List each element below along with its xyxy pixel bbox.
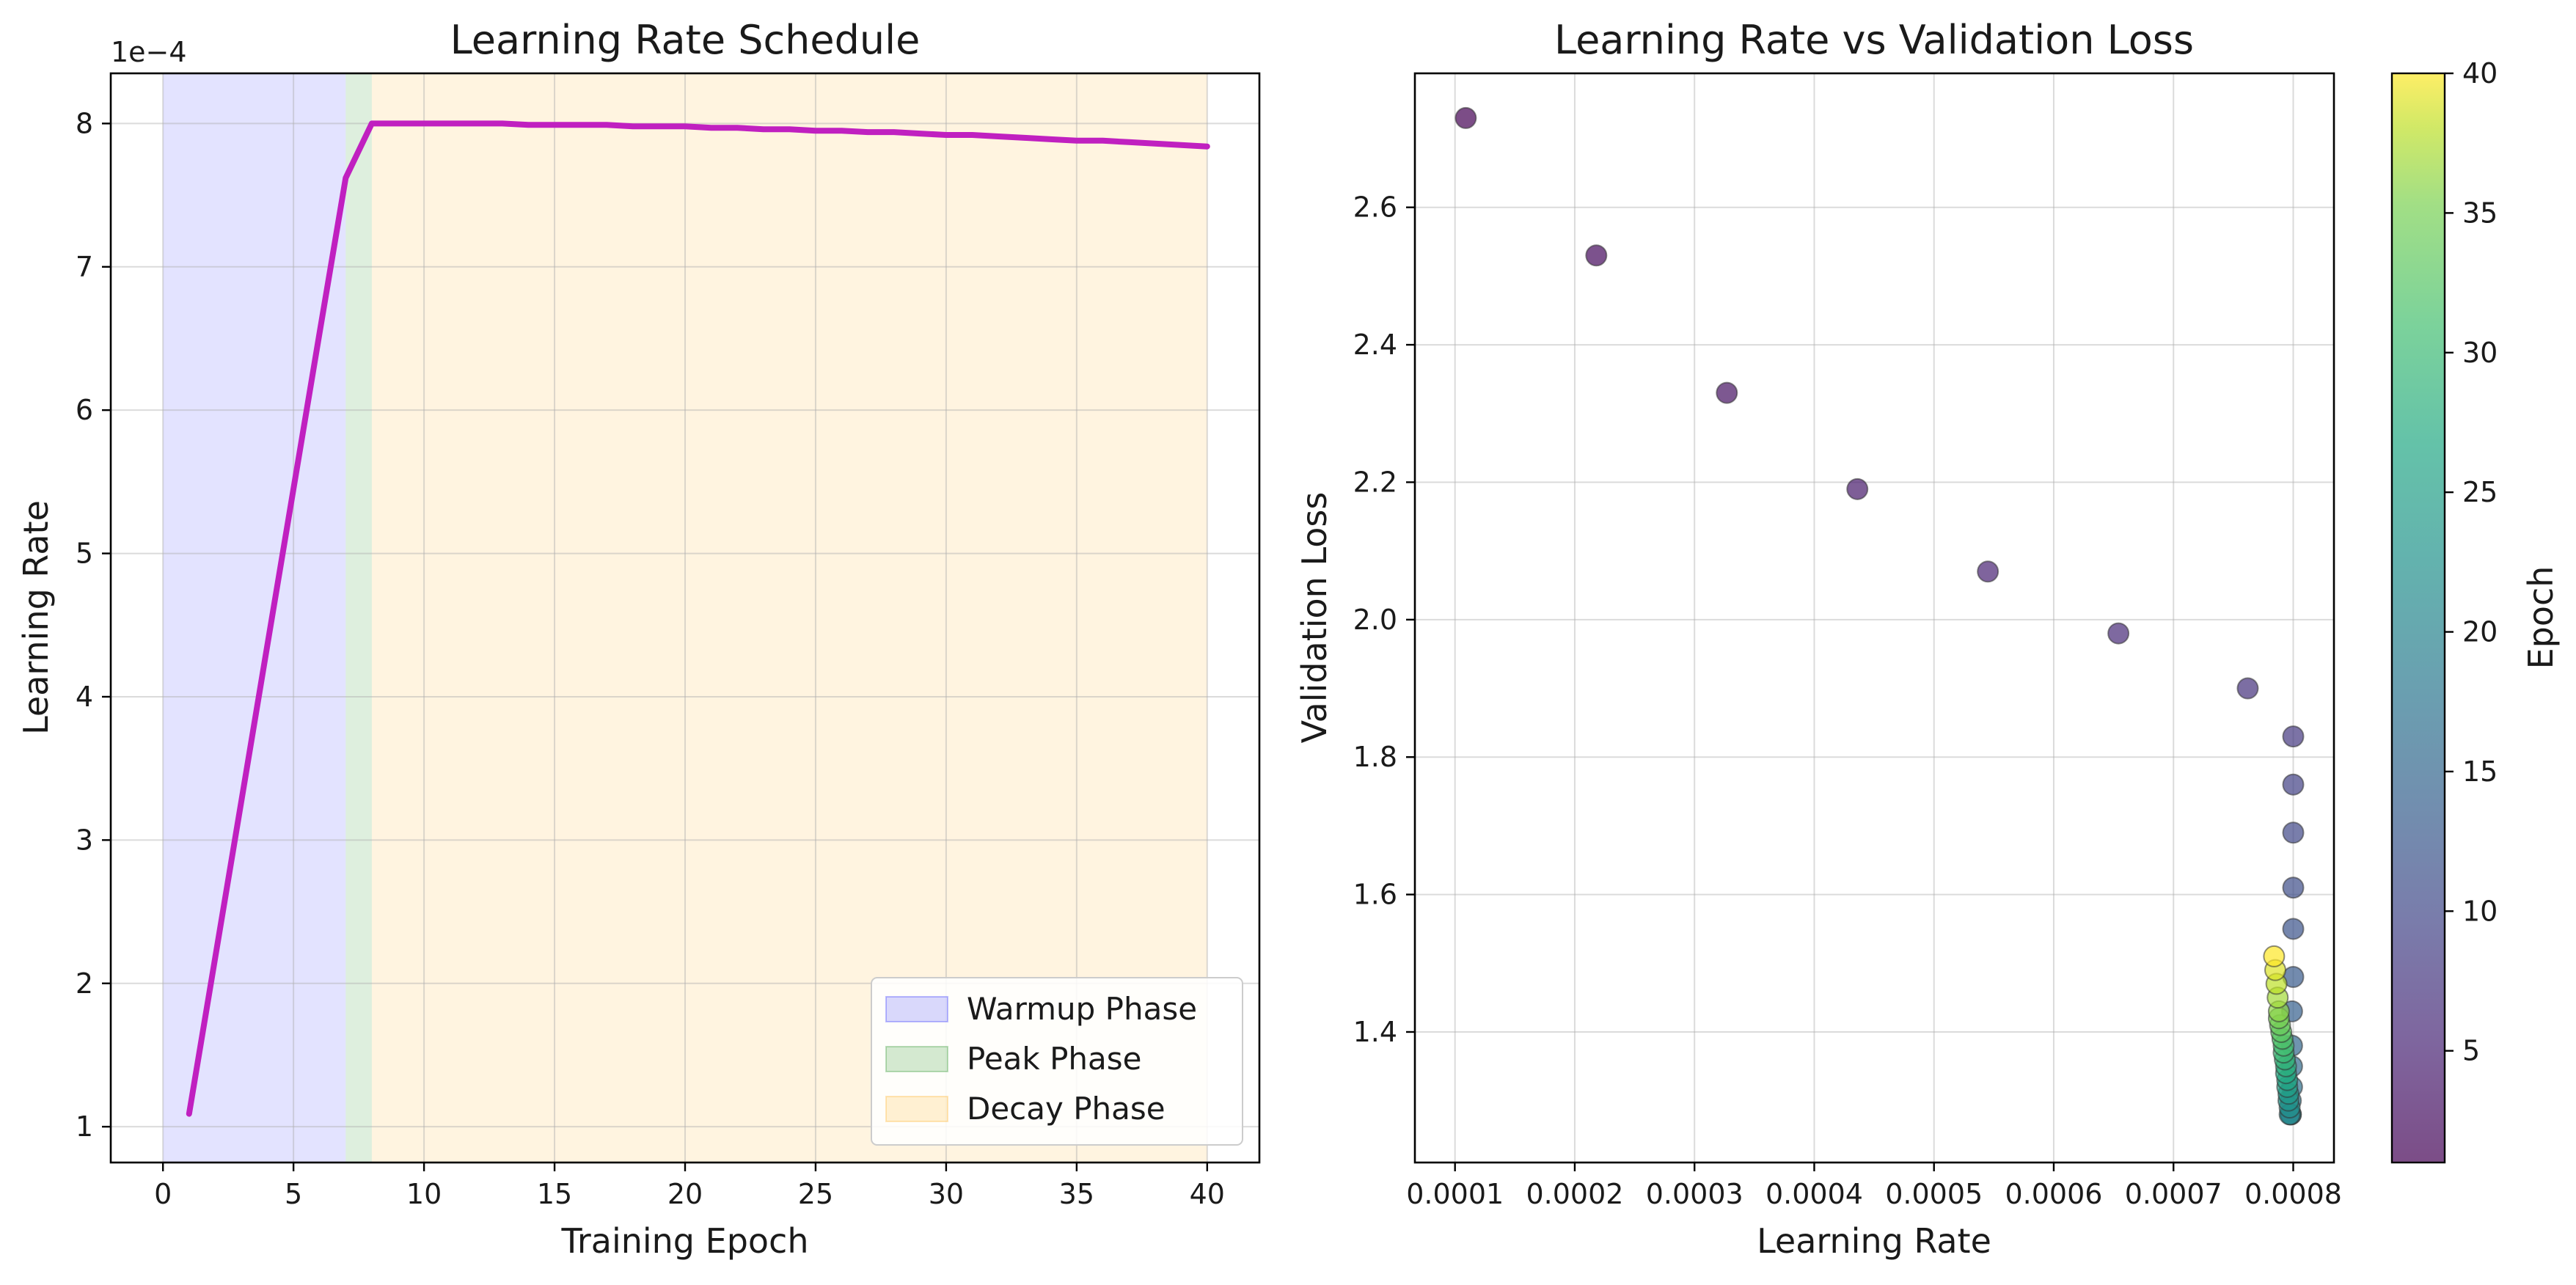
x-tick-label: 25 [798,1178,833,1210]
colorbar-tick-label: 15 [2462,755,2498,788]
x-tick-label: 30 [929,1178,964,1210]
x-tick-label: 40 [1190,1178,1225,1210]
colorbar-tick-label: 20 [2462,616,2498,648]
scatter-point [2282,773,2305,796]
colorbar-tick-label: 35 [2462,197,2498,229]
legend-label: Peak Phase [967,1041,1142,1077]
colorbar-label: Epoch [2521,566,2561,670]
left-chart-title: Learning Rate Schedule [450,17,921,63]
legend-swatch [885,1046,948,1072]
y-tick-label: 2.6 [1353,191,1397,224]
scatter-point [1585,244,1608,267]
x-tick-label: 35 [1059,1178,1094,1210]
right-y-axis-label: Validation Loss [1295,492,1334,744]
scatter-point [2282,725,2305,748]
y-tick-label: 2.0 [1353,604,1397,636]
left-y-axis-label: Learning Rate [16,500,56,735]
x-tick-label: 0.0007 [2125,1178,2222,1210]
legend-label: Decay Phase [967,1091,1166,1127]
legend-swatch [885,1096,948,1122]
y-tick-label: 8 [76,107,93,139]
y-tick-label: 1.6 [1353,879,1397,911]
y-tick-label: 2.4 [1353,329,1397,361]
x-tick-label: 10 [406,1178,442,1210]
lr-schedule-chart: 0 5 10 15 20 25 30 35 40 1 2 3 4 5 6 7 8 Learning Rate … [16,17,1261,1261]
colorbar-tick-label: 25 [2462,476,2498,508]
y-tick-label: 7 [76,251,93,283]
x-tick-label: 0 [154,1178,172,1210]
lr-series-line [186,120,1210,1117]
y-tick-label: 1.8 [1353,741,1397,773]
x-tick-label: 0.0006 [2005,1178,2102,1210]
left-y-offset-text: 1e−4 [111,36,187,68]
x-tick-label: 5 [285,1178,302,1210]
x-tick-label: 20 [667,1178,703,1210]
x-tick-label: 0.0001 [1406,1178,1504,1210]
right-plot-frame [1413,72,2335,1164]
scatter-point [1455,106,1477,129]
colorbar-tick-label: 10 [2462,895,2498,927]
legend-label: Warmup Phase [967,991,1197,1027]
x-tick-label: 0.0003 [1646,1178,1743,1210]
left-x-axis-label: Training Epoch [561,1221,809,1261]
x-tick-label: 0.0005 [1885,1178,1983,1210]
y-tick-label: 2 [76,967,93,1000]
y-tick-label: 2.2 [1353,466,1397,498]
x-tick-label: 0.0008 [2244,1178,2342,1210]
scatter-point [1716,381,1738,404]
x-tick-label: 0.0004 [1765,1178,1863,1210]
y-tick-label: 3 [76,824,93,856]
y-tick-label: 1 [76,1110,93,1143]
scatter-point [2282,821,2305,844]
legend-swatch [885,996,948,1022]
scatter-point [2282,876,2305,899]
y-tick-label: 6 [76,394,93,426]
scatter-point [1977,560,1999,583]
lr-vs-loss-chart: 0.0001 0.0002 0.0003 0.0004 0.0005 0.0006 0.00… [1295,17,2561,1261]
scatter-point [2236,677,2259,700]
colorbar [2390,72,2446,1164]
scatter-point [2263,945,2286,967]
scatter-point [2107,622,2130,645]
right-chart-title: Learning Rate vs Validation Loss [1554,17,2194,63]
legend-box [871,977,1243,1146]
phase-band [345,73,372,1163]
phase-band [163,73,346,1163]
scatter-point [2282,918,2305,940]
x-tick-label: 0.0002 [1526,1178,1623,1210]
left-legend: Warmup Phase Peak Phase Decay Phase [871,977,1243,1146]
y-tick-label: 5 [76,538,93,570]
x-tick-label: 15 [537,1178,572,1210]
colorbar-tick-label: 30 [2462,337,2498,369]
scatter-point [1846,477,1869,500]
y-tick-label: 1.4 [1353,1016,1397,1048]
colorbar-tick-label: 5 [2462,1035,2480,1067]
colorbar-tick-label: 40 [2462,57,2498,89]
right-x-axis-label: Learning Rate [1757,1221,1991,1261]
y-tick-label: 4 [76,681,93,713]
